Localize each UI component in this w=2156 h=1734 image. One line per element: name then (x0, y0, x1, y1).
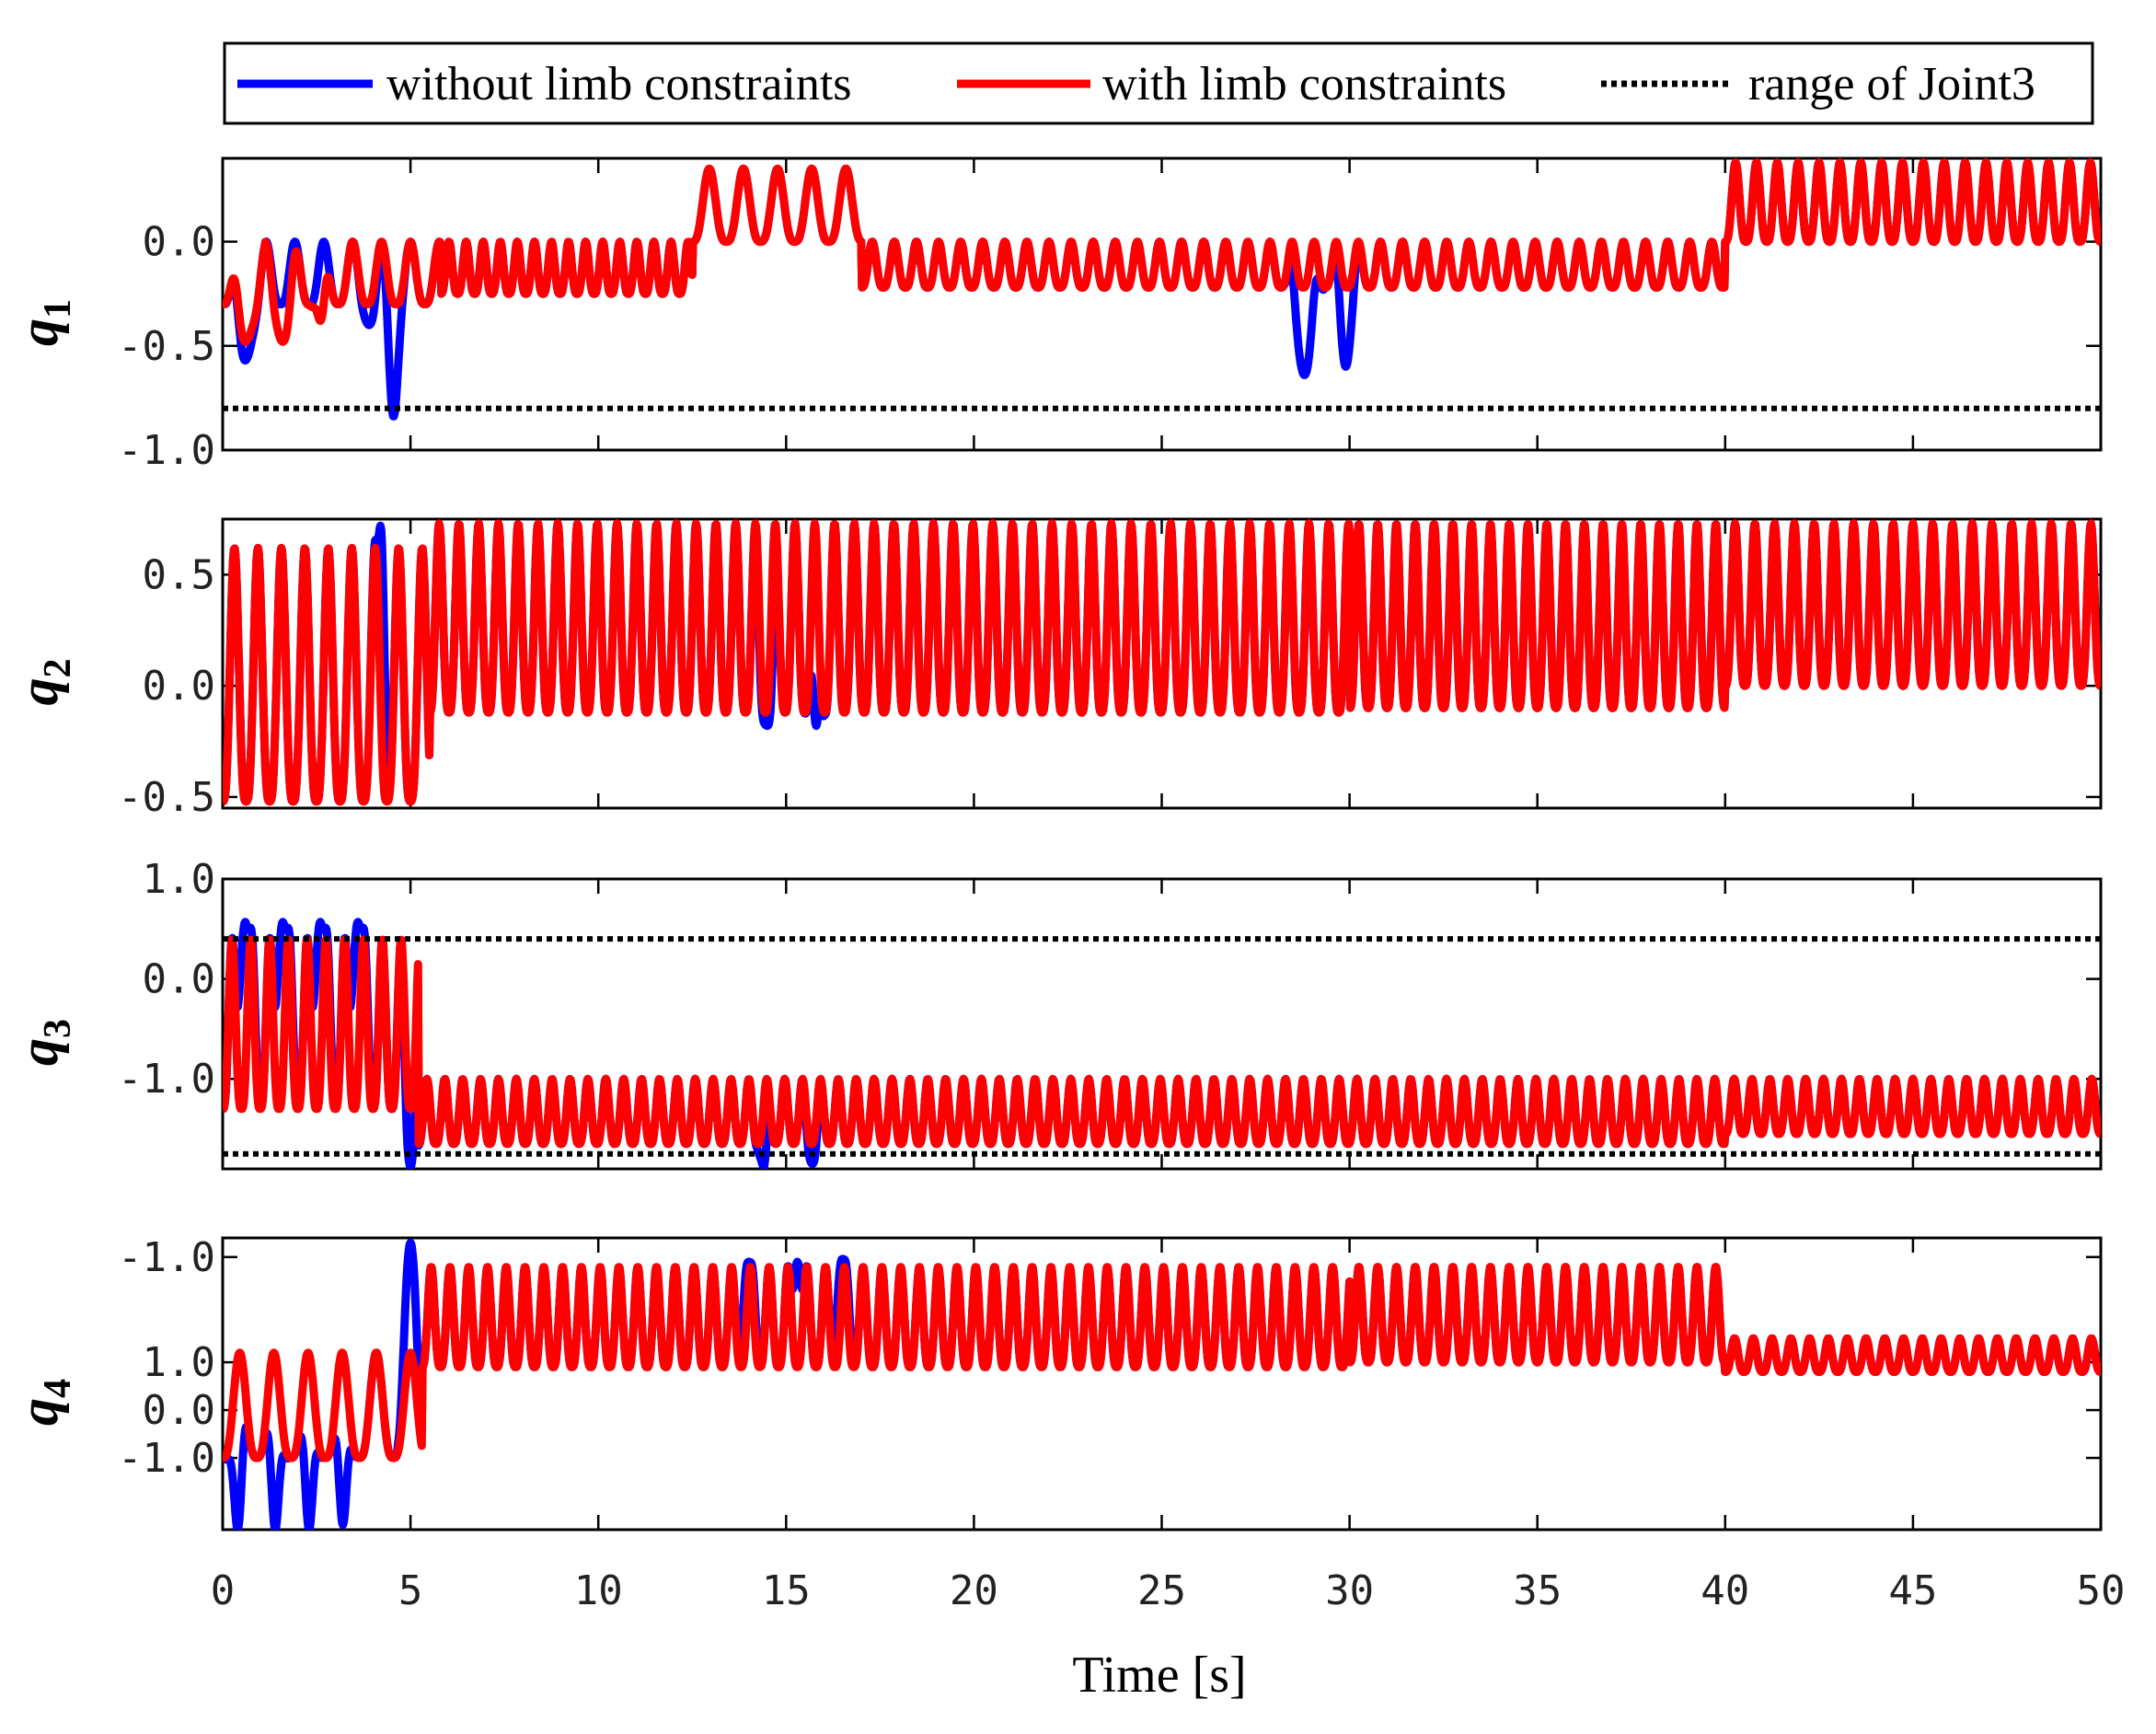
panel-q1: 0.0 -0.5 -1.0 q1 (8, 156, 2103, 474)
plot-frame-q1 (221, 156, 2103, 452)
ytick-label-q4-1: 1.0 (143, 1339, 215, 1386)
x-axis-ticks: 0 5 10 15 20 25 30 35 40 45 50 (211, 1567, 2126, 1614)
xtick-label-10: 50 (2077, 1567, 2126, 1614)
legend-label-without: without limb constraints (386, 58, 852, 110)
series-with-q1 (223, 158, 2101, 346)
ytick-label-q1-2: -1.0 (118, 427, 215, 474)
series-with-q2 (223, 519, 2101, 806)
ytick-label-q4-3: -1.0 (118, 1435, 215, 1482)
xtick-label-9: 45 (1888, 1567, 1937, 1614)
legend-box (223, 41, 2094, 125)
y-axis-label-q1: q1 (8, 299, 79, 346)
series-with-q3 (223, 935, 2101, 1149)
x-axis-label: Time [s] (1072, 1647, 1246, 1704)
ytick-label-q1-1: -0.5 (118, 323, 215, 370)
legend-label-range: range of Joint3 (1748, 58, 2035, 110)
ytick-label-q3-1: 0.0 (143, 956, 215, 1003)
legend-label-with: with limb constraints (1102, 58, 1506, 110)
y-axis-label-q3: q3 (8, 1019, 79, 1066)
xtick-label-8: 40 (1701, 1567, 1749, 1614)
ytick-label-q2-0: 0.5 (143, 551, 215, 598)
xtick-label-5: 25 (1137, 1567, 1186, 1614)
legend: without limb constraints with limb const… (223, 41, 2094, 125)
xtick-label-1: 5 (398, 1567, 423, 1614)
xtick-label-2: 10 (574, 1567, 623, 1614)
xtick-label-0: 0 (211, 1567, 236, 1614)
y-axis-label-q2: q2 (8, 659, 79, 706)
xtick-label-4: 20 (950, 1567, 998, 1614)
series-with-q4 (223, 1263, 2101, 1462)
panel-q4: -1.01.00.0-1.0q4 (8, 1234, 2103, 1532)
ytick-label-q3-0: 1.0 (143, 856, 215, 903)
ytick-label-q3-2: -1.0 (118, 1056, 215, 1103)
panel-q3: 1.0 0.0 -1.0 q3 (8, 856, 2103, 1171)
ytick-label-q2-1: 0.0 (143, 663, 215, 710)
xtick-label-6: 30 (1325, 1567, 1374, 1614)
ytick-label-q1-0: 0.0 (143, 219, 215, 266)
ytick-label-q4-2: 0.0 (143, 1387, 215, 1434)
ytick-label-q2-2: -0.5 (118, 774, 215, 821)
y-axis-label-q4: q4 (8, 1379, 79, 1426)
panel-q2: 0.5 0.0 -0.5 q2 (8, 517, 2103, 821)
xtick-label-3: 15 (762, 1567, 811, 1614)
ytick-label-q4-0: -1.0 (118, 1234, 215, 1281)
xtick-label-7: 35 (1513, 1567, 1562, 1614)
